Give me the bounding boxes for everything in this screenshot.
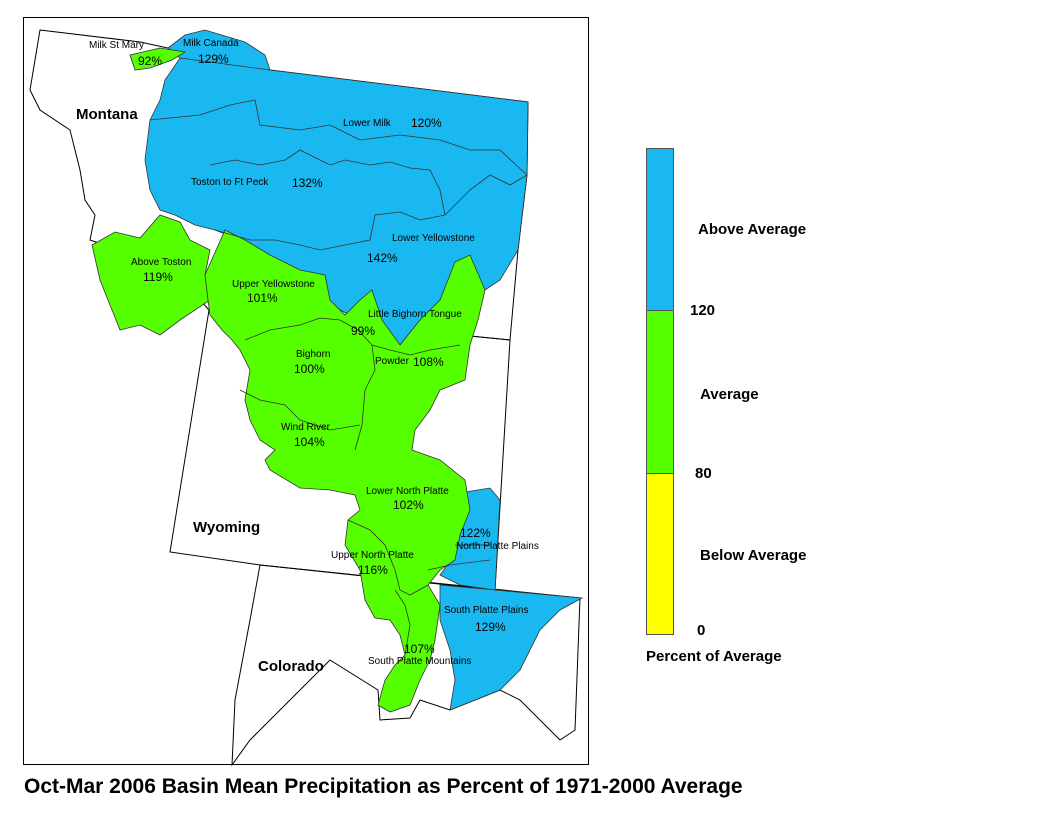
- basin-label-name: Milk St Mary: [89, 40, 144, 51]
- basin-label-name: South Platte Mountains: [368, 656, 472, 667]
- basin-label-pct: 129%: [198, 52, 229, 66]
- basin-label-pct: 92%: [138, 54, 163, 68]
- basin-label-pct: 102%: [393, 498, 424, 512]
- legend-title: Percent of Average: [646, 648, 782, 665]
- basin-label-name: Little Bighorn Tongue: [368, 309, 462, 320]
- basin-internal-lines: [149, 99, 528, 656]
- legend-break-0: 0: [697, 622, 706, 639]
- basin-label-name: Above Toston: [131, 257, 192, 268]
- legend-label-above: Above Average: [698, 221, 807, 238]
- basin-label-name: Milk Canada: [183, 38, 239, 49]
- basin-label-name: Wind River: [281, 422, 330, 433]
- basin-label-pct: 107%: [404, 642, 435, 656]
- basin-label-name: South Platte Plains: [444, 605, 529, 616]
- state-label-colorado: Colorado: [258, 658, 324, 675]
- basin-label-pct: 104%: [294, 435, 325, 449]
- legend-break-80: 80: [695, 465, 712, 482]
- basin-milk-st-mary: [129, 47, 187, 71]
- legend-swatch-above: [646, 148, 674, 311]
- basin-label-name: Powder: [375, 356, 409, 367]
- basin-label-pct: 119%: [143, 270, 173, 284]
- basin-label-pct: 101%: [247, 291, 278, 305]
- above-average-basins: [144, 29, 584, 711]
- basin-label-name: Toston to Ft Peck: [191, 177, 269, 188]
- basin-label-pct: 132%: [292, 176, 323, 190]
- basin-label-name: Upper Yellowstone: [232, 279, 315, 290]
- legend-label-below: Below Average: [700, 547, 807, 564]
- basin-label-pct: 108%: [413, 355, 444, 369]
- basin-label-pct: 120%: [411, 116, 442, 130]
- basin-label-name: Bighorn: [296, 349, 331, 360]
- basin-label-pct: 116%: [358, 563, 388, 577]
- basin-central-green: [204, 229, 486, 713]
- legend-break-120: 120: [690, 302, 716, 319]
- map-frame: [23, 17, 589, 765]
- basin-label-name: North Platte Plains: [456, 541, 539, 552]
- legend-swatch-below: [646, 473, 674, 635]
- basin-label-name: Upper North Platte: [331, 550, 414, 561]
- basin-label-pct: 142%: [367, 251, 398, 265]
- basin-label-name: Lower North Platte: [366, 486, 449, 497]
- basin-label-pct: 129%: [475, 620, 506, 634]
- basin-label-pct: 99%: [351, 324, 376, 338]
- legend-swatch-average: [646, 310, 674, 474]
- legend-label-average: Average: [700, 386, 759, 403]
- basin-label-pct: 100%: [294, 362, 325, 376]
- basin-label-name: Lower Milk: [343, 118, 391, 129]
- basin-label-pct: 122%: [460, 526, 491, 540]
- map-caption: Oct-Mar 2006 Basin Mean Precipitation as…: [24, 775, 743, 798]
- colorado-outline: [231, 564, 581, 767]
- average-basins: [91, 47, 486, 713]
- basin-label-name: Lower Yellowstone: [392, 233, 475, 244]
- basin-south-platte-plains: [439, 584, 584, 711]
- state-label-wyoming: Wyoming: [193, 519, 261, 536]
- state-label-montana: Montana: [76, 106, 138, 123]
